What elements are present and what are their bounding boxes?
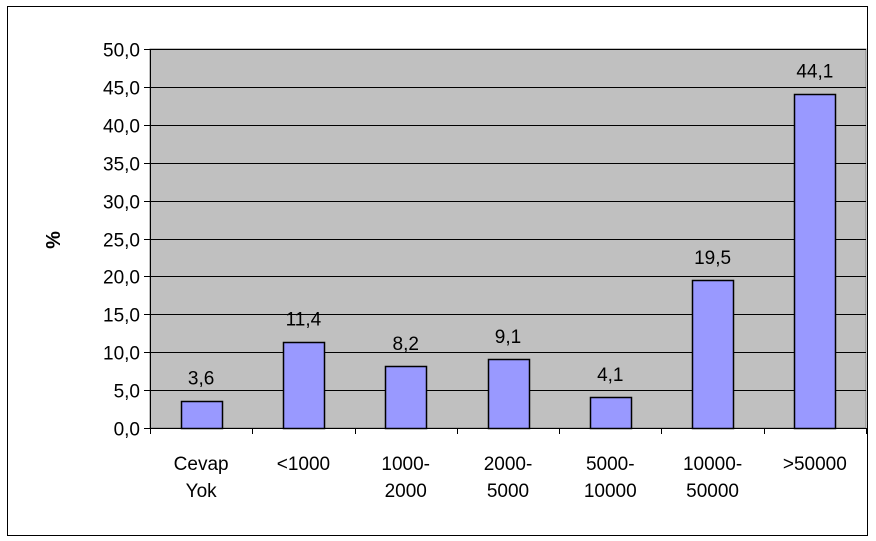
data-label: 11,4 <box>286 310 322 331</box>
x-tick-label-line: 2000- <box>484 454 533 475</box>
x-tick-label: 10000- 50000 <box>683 454 742 502</box>
y-tick-label: 10,0 <box>103 344 140 365</box>
data-label: 9,1 <box>495 327 521 348</box>
y-tick-label: 15,0 <box>103 306 140 327</box>
bar <box>282 341 326 430</box>
x-tick-label-line: Cevap <box>174 454 229 475</box>
bar <box>793 93 837 430</box>
x-tick-label: <1000 <box>277 454 330 475</box>
x-tick-label-line: >50000 <box>783 454 847 475</box>
y-tick-label: 25,0 <box>103 231 140 252</box>
axes <box>144 49 867 434</box>
y-tick-label: 45,0 <box>103 79 140 100</box>
y-tick-label: 50,0 <box>103 41 140 62</box>
x-tick-label: >50000 <box>783 454 847 475</box>
y-tick-label: 30,0 <box>103 193 140 214</box>
x-tick-label-line: 5000 <box>487 481 529 502</box>
y-axis-title: % <box>43 231 65 249</box>
x-tick-label-line: 2000 <box>385 481 427 502</box>
x-tick-label-line: 5000- <box>586 454 635 475</box>
x-tick-label-line: 10000- <box>683 454 742 475</box>
data-labels: 3,6 11,4 8,2 9,1 4,1 19,5 44,1 <box>188 62 833 390</box>
bar <box>691 279 735 430</box>
bar <box>487 358 531 430</box>
x-tick-label: 2000- 5000 <box>484 454 533 502</box>
x-tick-label: 1000- 2000 <box>381 454 430 502</box>
x-tick-label-line: Yok <box>186 481 217 502</box>
x-tick-label: Cevap Yok <box>174 454 229 502</box>
y-tick-label: 0,0 <box>114 420 140 441</box>
y-tick-label: 40,0 <box>103 117 140 138</box>
x-tick-label-line: 1000- <box>381 454 430 475</box>
y-tick-label: 35,0 <box>103 155 140 176</box>
x-tick-labels: Cevap Yok <1000 1000- 2000 2000- 5000 5000- 1000… <box>174 454 847 502</box>
bar <box>589 396 633 430</box>
data-label: 4,1 <box>597 365 623 386</box>
y-tick-labels: 0,0 5,0 10,0 15,0 20,0 25,0 30,0 35,0 40,0 45,0 50… <box>103 41 140 441</box>
bar <box>384 365 428 430</box>
bar <box>180 400 224 430</box>
x-tick-label-line: 50000 <box>686 481 739 502</box>
y-tick-label: 5,0 <box>114 382 140 403</box>
y-tick-label: 20,0 <box>103 268 140 289</box>
data-label: 19,5 <box>694 248 731 269</box>
x-tick-label: 5000- 10000 <box>584 454 637 502</box>
gridlines <box>150 49 866 391</box>
data-label: 8,2 <box>393 334 419 355</box>
data-label: 44,1 <box>796 62 833 83</box>
x-tick-label-line: 10000 <box>584 481 637 502</box>
data-label: 3,6 <box>188 369 214 390</box>
x-tick-label-line: <1000 <box>277 454 330 475</box>
